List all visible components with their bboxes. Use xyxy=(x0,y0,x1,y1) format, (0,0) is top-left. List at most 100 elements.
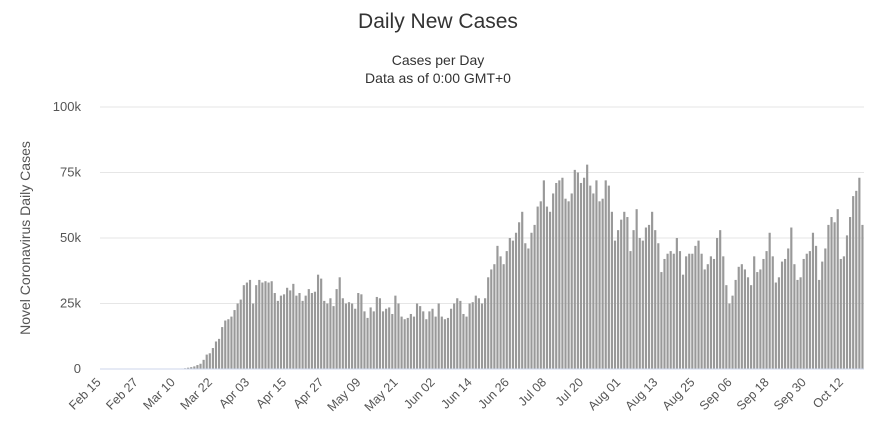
bar[interactable] xyxy=(586,164,589,369)
bar[interactable] xyxy=(264,281,267,369)
bar[interactable] xyxy=(400,316,403,369)
bar[interactable] xyxy=(712,258,716,369)
bar[interactable] xyxy=(381,311,385,369)
bar[interactable] xyxy=(335,289,338,369)
bar[interactable] xyxy=(394,295,397,369)
bar[interactable] xyxy=(354,308,357,369)
bar[interactable] xyxy=(579,182,583,369)
bar[interactable] xyxy=(239,299,242,369)
bar[interactable] xyxy=(514,232,518,369)
bar[interactable] xyxy=(542,180,545,369)
bar[interactable] xyxy=(623,211,626,369)
bar[interactable] xyxy=(391,313,394,369)
bar[interactable] xyxy=(784,258,787,369)
bar[interactable] xyxy=(316,274,320,369)
bar[interactable] xyxy=(320,278,323,369)
bar[interactable] xyxy=(746,277,750,369)
bar[interactable] xyxy=(824,248,827,369)
bar[interactable] xyxy=(836,209,839,369)
bar[interactable] xyxy=(598,201,601,369)
bar[interactable] xyxy=(378,298,382,369)
bar[interactable] xyxy=(199,363,202,369)
bar[interactable] xyxy=(833,222,836,369)
bar[interactable] xyxy=(474,295,477,369)
bar[interactable] xyxy=(647,224,651,369)
bar[interactable] xyxy=(771,256,774,369)
bar[interactable] xyxy=(326,303,329,370)
bar[interactable] xyxy=(861,224,864,369)
bar[interactable] xyxy=(582,177,586,369)
bar[interactable] xyxy=(487,277,490,369)
bar[interactable] xyxy=(295,295,298,369)
bar[interactable] xyxy=(196,365,199,369)
bar[interactable] xyxy=(613,240,617,369)
bar[interactable] xyxy=(214,341,218,369)
bar[interactable] xyxy=(493,264,496,369)
bar[interactable] xyxy=(722,256,725,369)
bar[interactable] xyxy=(601,198,604,369)
bar[interactable] xyxy=(218,338,221,369)
bar[interactable] xyxy=(347,302,351,369)
bar[interactable] xyxy=(205,354,208,369)
bar[interactable] xyxy=(830,217,833,369)
bar[interactable] xyxy=(644,227,648,369)
bar[interactable] xyxy=(282,294,286,369)
bar[interactable] xyxy=(814,245,818,369)
bar[interactable] xyxy=(242,285,245,369)
bar[interactable] xyxy=(545,206,549,369)
bar[interactable] xyxy=(388,307,391,369)
bar[interactable] xyxy=(449,308,453,369)
bar[interactable] xyxy=(740,264,743,369)
bar[interactable] xyxy=(351,303,354,370)
bar[interactable] xyxy=(267,282,270,369)
bar[interactable] xyxy=(236,303,239,370)
bar[interactable] xyxy=(818,279,821,369)
bar[interactable] xyxy=(638,238,641,369)
bar[interactable] xyxy=(604,180,607,369)
bar[interactable] xyxy=(610,211,613,369)
bar[interactable] xyxy=(431,308,434,369)
bar[interactable] xyxy=(700,253,703,369)
bar[interactable] xyxy=(691,253,694,369)
bar[interactable] xyxy=(372,311,375,369)
bar[interactable] xyxy=(530,232,533,369)
bar[interactable] xyxy=(211,348,214,369)
bar[interactable] xyxy=(468,303,471,370)
bar[interactable] xyxy=(728,303,731,370)
bar[interactable] xyxy=(227,319,230,369)
bar[interactable] xyxy=(539,201,542,369)
bar[interactable] xyxy=(360,294,363,369)
bar[interactable] xyxy=(301,300,304,369)
bar[interactable] xyxy=(858,177,861,369)
bar[interactable] xyxy=(261,282,264,369)
bar[interactable] xyxy=(289,290,292,369)
bar[interactable] xyxy=(799,277,802,369)
bar[interactable] xyxy=(681,274,685,369)
bar[interactable] xyxy=(323,300,326,369)
bar[interactable] xyxy=(641,240,644,369)
bar[interactable] xyxy=(397,303,400,370)
bar[interactable] xyxy=(821,261,824,369)
bar[interactable] xyxy=(576,172,579,370)
bar[interactable] xyxy=(425,319,428,369)
bar[interactable] xyxy=(589,185,592,369)
bar[interactable] xyxy=(341,298,344,369)
bar[interactable] xyxy=(403,319,406,369)
bar[interactable] xyxy=(675,238,678,369)
bar[interactable] xyxy=(465,316,468,369)
bar[interactable] xyxy=(456,298,459,369)
bar[interactable] xyxy=(462,313,465,369)
bar[interactable] xyxy=(663,258,666,369)
bar[interactable] xyxy=(255,285,258,369)
bar[interactable] xyxy=(620,219,623,369)
bar[interactable] xyxy=(527,248,530,369)
bar[interactable] xyxy=(521,211,524,369)
bar[interactable] xyxy=(855,190,858,369)
bar[interactable] xyxy=(409,313,412,369)
bar[interactable] xyxy=(573,169,576,369)
bar[interactable] xyxy=(780,261,784,369)
bar[interactable] xyxy=(412,316,416,369)
bar[interactable] xyxy=(446,317,450,369)
bar[interactable] xyxy=(715,238,719,369)
bar[interactable] xyxy=(762,258,765,369)
